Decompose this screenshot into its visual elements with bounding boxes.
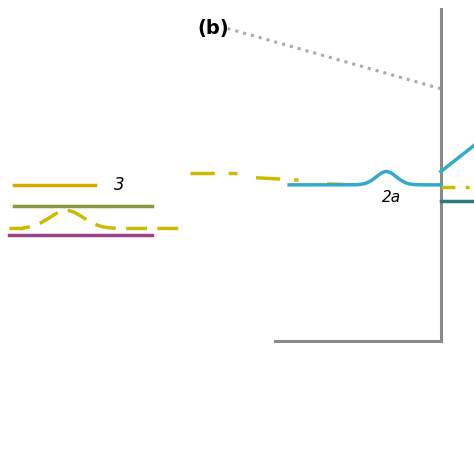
Text: 2a: 2a xyxy=(382,190,401,205)
Text: (b): (b) xyxy=(198,19,229,38)
Text: 3: 3 xyxy=(114,176,124,194)
